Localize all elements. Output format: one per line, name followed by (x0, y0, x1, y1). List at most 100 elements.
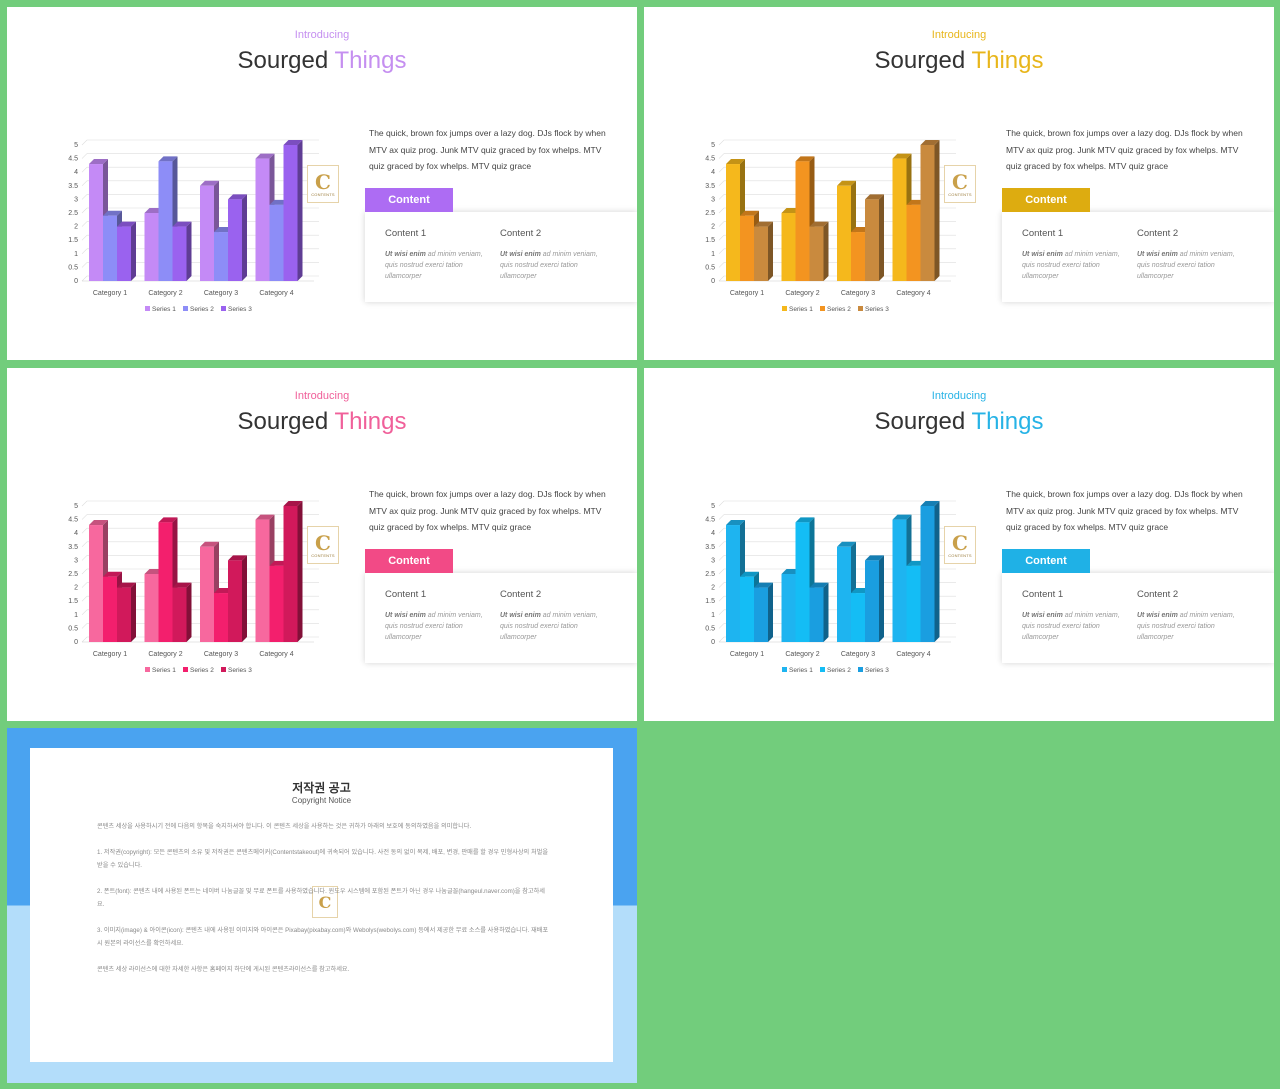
bar-side (879, 194, 884, 281)
bar-top (740, 571, 759, 577)
bar-top (795, 156, 815, 162)
content-tab[interactable]: Content (1002, 549, 1090, 573)
bar-top (740, 210, 759, 216)
gridline (81, 153, 88, 159)
gridline (718, 636, 725, 643)
description: The quick, brown fox jumps over a lazy d… (1006, 489, 1243, 532)
logo-letter: C (952, 530, 968, 555)
title-main: Sourged (874, 408, 966, 435)
bar (283, 145, 298, 281)
bar (103, 215, 117, 281)
title-accent: Things (334, 47, 407, 74)
content-text: Ut wisi enim ad minim veniam, quis nostr… (385, 249, 490, 282)
y-tick-label: 3 (74, 557, 78, 564)
bar-top (754, 221, 773, 227)
legend-swatch (820, 306, 825, 311)
y-tick-label: 4 (74, 530, 78, 537)
notice-body: 콘텐츠 세상을 사용하시기 전에 다음의 항목을 숙지하셔야 합니다. 이 콘텐… (97, 820, 552, 989)
content-column-2: Content 2 Ut wisi enim ad minim veniam, q… (1137, 589, 1242, 643)
bar-top (892, 514, 912, 520)
gridline (718, 248, 725, 255)
logo-text: CONTENTS (948, 191, 972, 197)
category-label: Category 2 (148, 290, 182, 297)
logo-letter: C (315, 530, 331, 555)
legend-label: Series 3 (865, 667, 889, 674)
y-tick-label: 1 (74, 612, 78, 619)
logo-letter: C (315, 169, 331, 194)
category-label: Category 1 (730, 290, 764, 297)
content-tab[interactable]: Content (365, 549, 453, 573)
bar (228, 199, 242, 281)
slide-title: Sourged Things (644, 408, 1274, 436)
bar (228, 560, 242, 642)
logo-text: CONTENTS (311, 552, 335, 558)
gridline (81, 636, 88, 643)
bar (214, 593, 228, 642)
bar (144, 213, 159, 281)
bar-chart: 0 0.5 1 1.5 2 2.5 3 3.5 4 4.5 5 Category 1 Category … (68, 500, 319, 674)
y-tick-label: 2 (74, 585, 78, 592)
notice-paragraph: 3. 이미지(image) & 아이콘(icon): 콘텐츠 내에 사용된 이미… (97, 927, 549, 947)
bar (726, 164, 740, 281)
gridline (81, 248, 88, 255)
bar-side (242, 555, 247, 642)
bar (103, 576, 117, 642)
gridline (718, 609, 725, 616)
y-tick-label: 1 (711, 251, 715, 258)
bar (172, 587, 187, 642)
bar (865, 199, 879, 281)
notice-paragraph: 콘텐츠 세상 라이선스에 대한 자세한 사항은 홈페이지 하단에 게시된 콘텐츠… (97, 966, 350, 973)
gridline (718, 180, 725, 187)
title-accent: Things (971, 408, 1044, 435)
bar (754, 587, 768, 642)
content-text: Ut wisi enim ad minim veniam, quis nostr… (1022, 610, 1127, 643)
bar (837, 185, 851, 281)
bar-chart: 0 0.5 1 1.5 2 2.5 3 3.5 4 4.5 5 Category 1 Category … (705, 139, 956, 313)
legend-label: Series 2 (827, 306, 851, 313)
bar-top (89, 520, 108, 526)
bar-top (837, 541, 856, 547)
category-label: Category 1 (93, 651, 127, 658)
gridline (718, 582, 725, 588)
gridline (718, 514, 725, 520)
title-accent: Things (971, 47, 1044, 74)
gridline (81, 207, 88, 214)
bar-top (809, 221, 829, 227)
bar (144, 574, 159, 642)
logo-letter: C (318, 892, 332, 912)
intro-label: Introducing (294, 390, 350, 402)
gridline (81, 194, 88, 200)
y-tick-label: 0.5 (705, 625, 715, 632)
y-tick-label: 4 (711, 169, 715, 176)
gridline (81, 595, 88, 602)
content-heading: Content 2 (500, 228, 542, 239)
title-accent: Things (334, 408, 407, 435)
gridline (718, 595, 725, 602)
bar-chart: 0 0.5 1 1.5 2 2.5 3 3.5 4 4.5 5 Category 1 Category … (705, 500, 956, 674)
bar (158, 522, 173, 642)
slide-pink: Introducing Sourged Things 0 0.5 1 1.5 2 2.5 3 3.… (7, 368, 637, 721)
category-label: Category 3 (841, 290, 875, 297)
legend-swatch (221, 306, 226, 311)
logo-badge: C CONTENTS (307, 526, 339, 564)
bar-top (809, 582, 829, 588)
gridline (81, 180, 88, 187)
content-tab[interactable]: Content (365, 188, 453, 212)
content-heading: Content 2 (1137, 228, 1179, 239)
slide-purple: Introducing Sourged Things 0 0.5 1 1.5 2 2.5 3 3.… (7, 7, 637, 360)
content-text-rest: ad minim veniam, quis nostrud exerci tat… (500, 251, 598, 280)
logo-text: CONTENTS (948, 552, 972, 558)
legend-swatch (782, 306, 787, 311)
y-tick-label: 4.5 (705, 156, 715, 163)
bar-top (795, 517, 815, 523)
legend-swatch (858, 667, 863, 672)
bar-top (865, 194, 884, 200)
content-column-1: Content 1 Ut wisi enim ad minim veniam, q… (385, 228, 490, 282)
bar-side (768, 221, 773, 281)
content-tab[interactable]: Content (1002, 188, 1090, 212)
content-heading: Content 1 (385, 589, 427, 600)
y-tick-label: 4.5 (68, 517, 78, 524)
bar (158, 161, 173, 281)
y-tick-label: 1 (711, 612, 715, 619)
y-tick-label: 2.5 (68, 571, 78, 578)
